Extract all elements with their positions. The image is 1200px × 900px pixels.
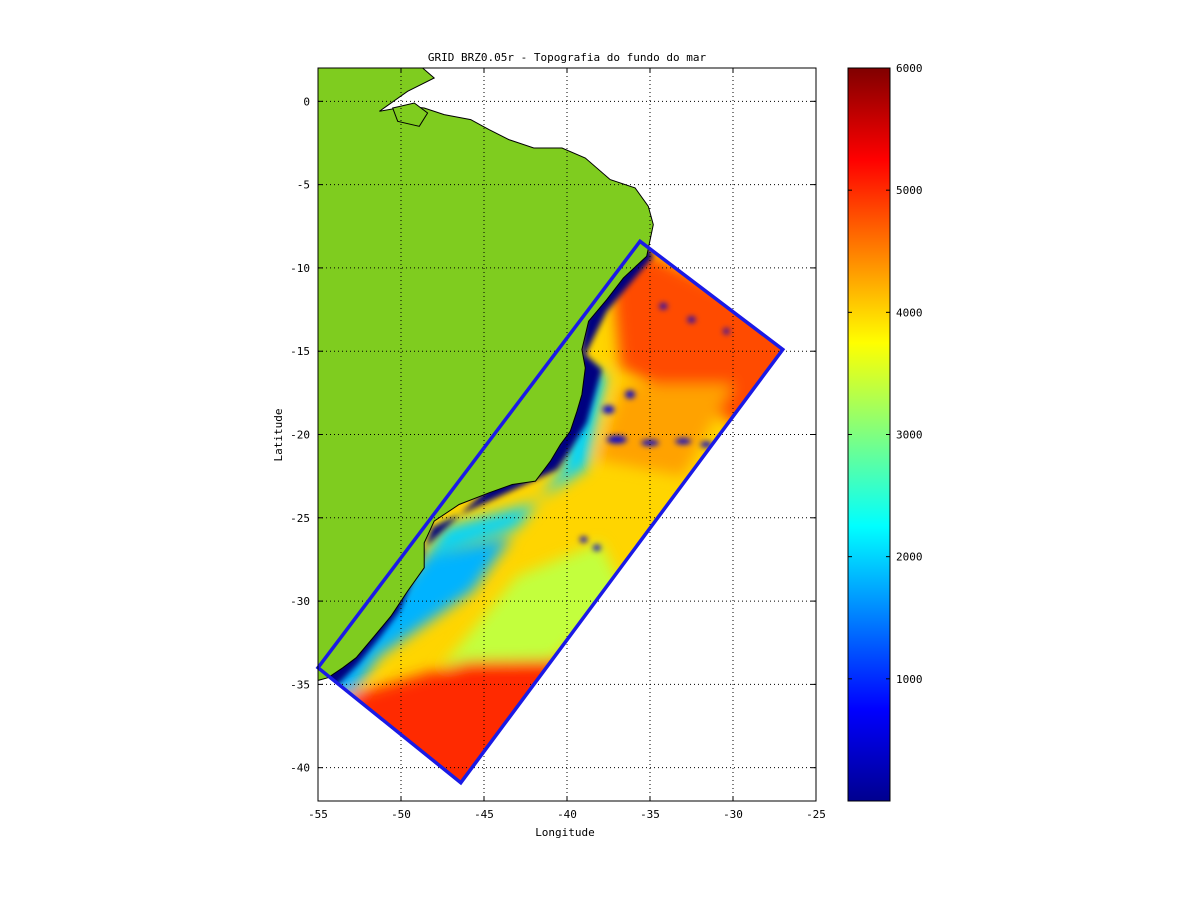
x-tick-label: -25	[806, 808, 826, 821]
seamount	[592, 544, 601, 551]
seamount	[641, 439, 659, 446]
y-tick-label: 0	[303, 95, 310, 108]
colorbar-tick-label: 4000	[896, 306, 923, 319]
colorbar-tick-label: 1000	[896, 673, 923, 686]
x-tick-label: -45	[474, 808, 494, 821]
y-tick-label: -20	[290, 429, 310, 442]
seamount	[723, 328, 730, 335]
seamount	[606, 435, 627, 444]
y-tick-label: -40	[290, 762, 310, 775]
model-grid-outline	[315, 238, 786, 786]
x-tick-label: -55	[308, 808, 328, 821]
x-tick-label: -30	[723, 808, 743, 821]
colorbar-tick-label: 5000	[896, 184, 923, 197]
chart-title: GRID BRZ0.05r - Topografia do fundo do m…	[428, 51, 707, 64]
x-axis: -55 -50 -45 -40 -35 -30 -25	[308, 68, 826, 821]
depth-region-east	[596, 384, 733, 477]
seamount	[579, 536, 588, 543]
x-axis-title: Longitude	[535, 826, 595, 839]
y-axis: 0 -5 -10 -15 -20 -25 -30 -35 -40	[290, 95, 816, 775]
y-tick-label: -25	[290, 512, 310, 525]
x-tick-label: -40	[557, 808, 577, 821]
colorbar	[848, 68, 890, 801]
y-tick-label: -10	[290, 262, 310, 275]
y-tick-label: -15	[290, 345, 310, 358]
seamount	[659, 303, 668, 310]
seamount	[602, 405, 615, 414]
y-tick-label: -35	[290, 678, 310, 691]
x-tick-label: -35	[640, 808, 660, 821]
seamount	[675, 438, 692, 445]
depth-region-slope-lower	[318, 536, 513, 696]
colorbar-tick-label: 6000	[896, 62, 923, 75]
y-tick-label: -5	[297, 179, 310, 192]
colorbar-tick-label: 3000	[896, 429, 923, 442]
seamount	[625, 390, 636, 399]
seamount	[687, 316, 696, 323]
y-tick-label: -30	[290, 595, 310, 608]
colorbar-ticks: 1000 2000 3000 4000 5000 6000	[848, 62, 923, 686]
y-axis-title: Latitude	[272, 409, 285, 462]
colorbar-tick-label: 2000	[896, 551, 923, 564]
south-america-landmass	[318, 68, 654, 681]
x-tick-label: -50	[391, 808, 411, 821]
depth-region-plateau	[434, 542, 626, 677]
grid-lines	[318, 68, 816, 801]
